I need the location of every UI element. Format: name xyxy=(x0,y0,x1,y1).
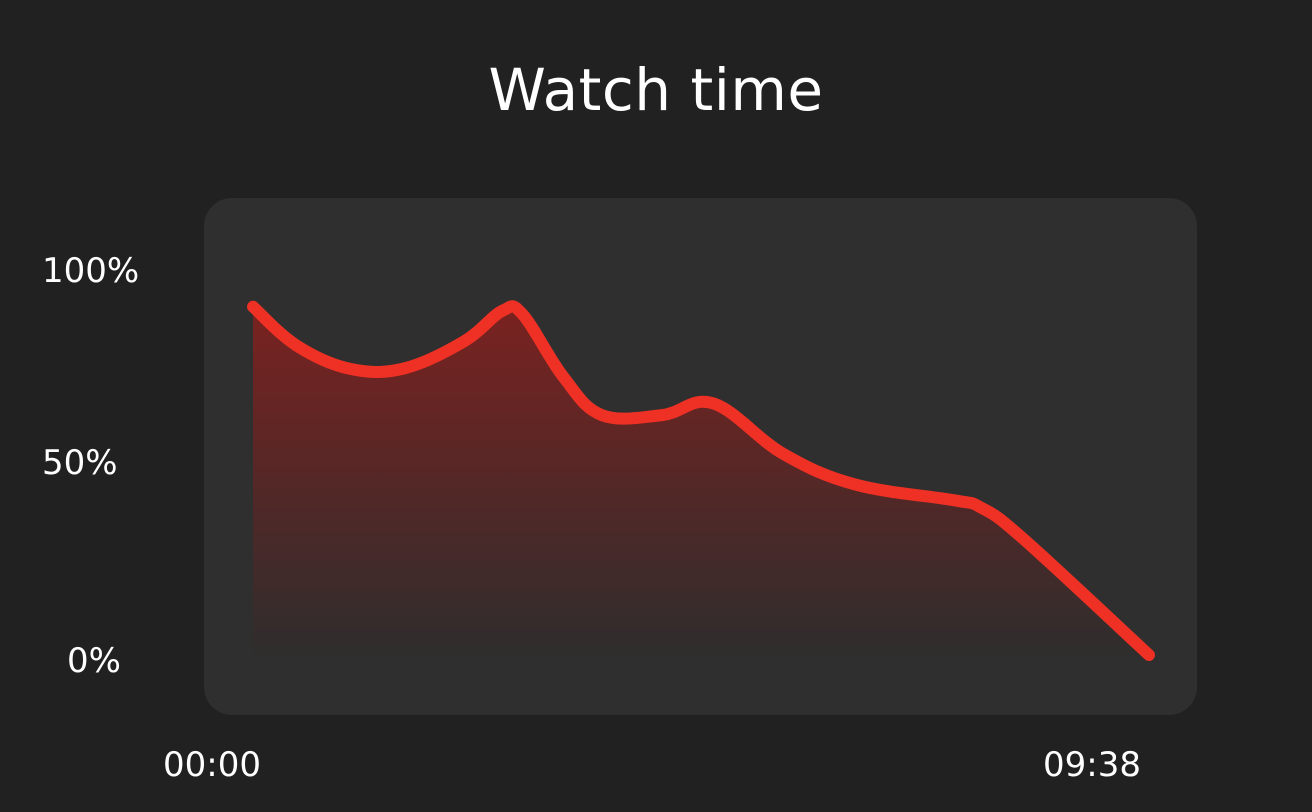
x-tick-label-end: 09:38 xyxy=(1043,745,1141,785)
x-tick-label-start: 00:00 xyxy=(163,745,261,785)
y-tick-label-100: 100% xyxy=(42,251,139,291)
area-fill xyxy=(253,306,1149,655)
series-line xyxy=(247,300,1155,661)
y-tick-label-0: 0% xyxy=(67,641,121,681)
y-tick-label-50: 50% xyxy=(42,443,118,483)
chart-title: Watch time xyxy=(488,56,824,124)
